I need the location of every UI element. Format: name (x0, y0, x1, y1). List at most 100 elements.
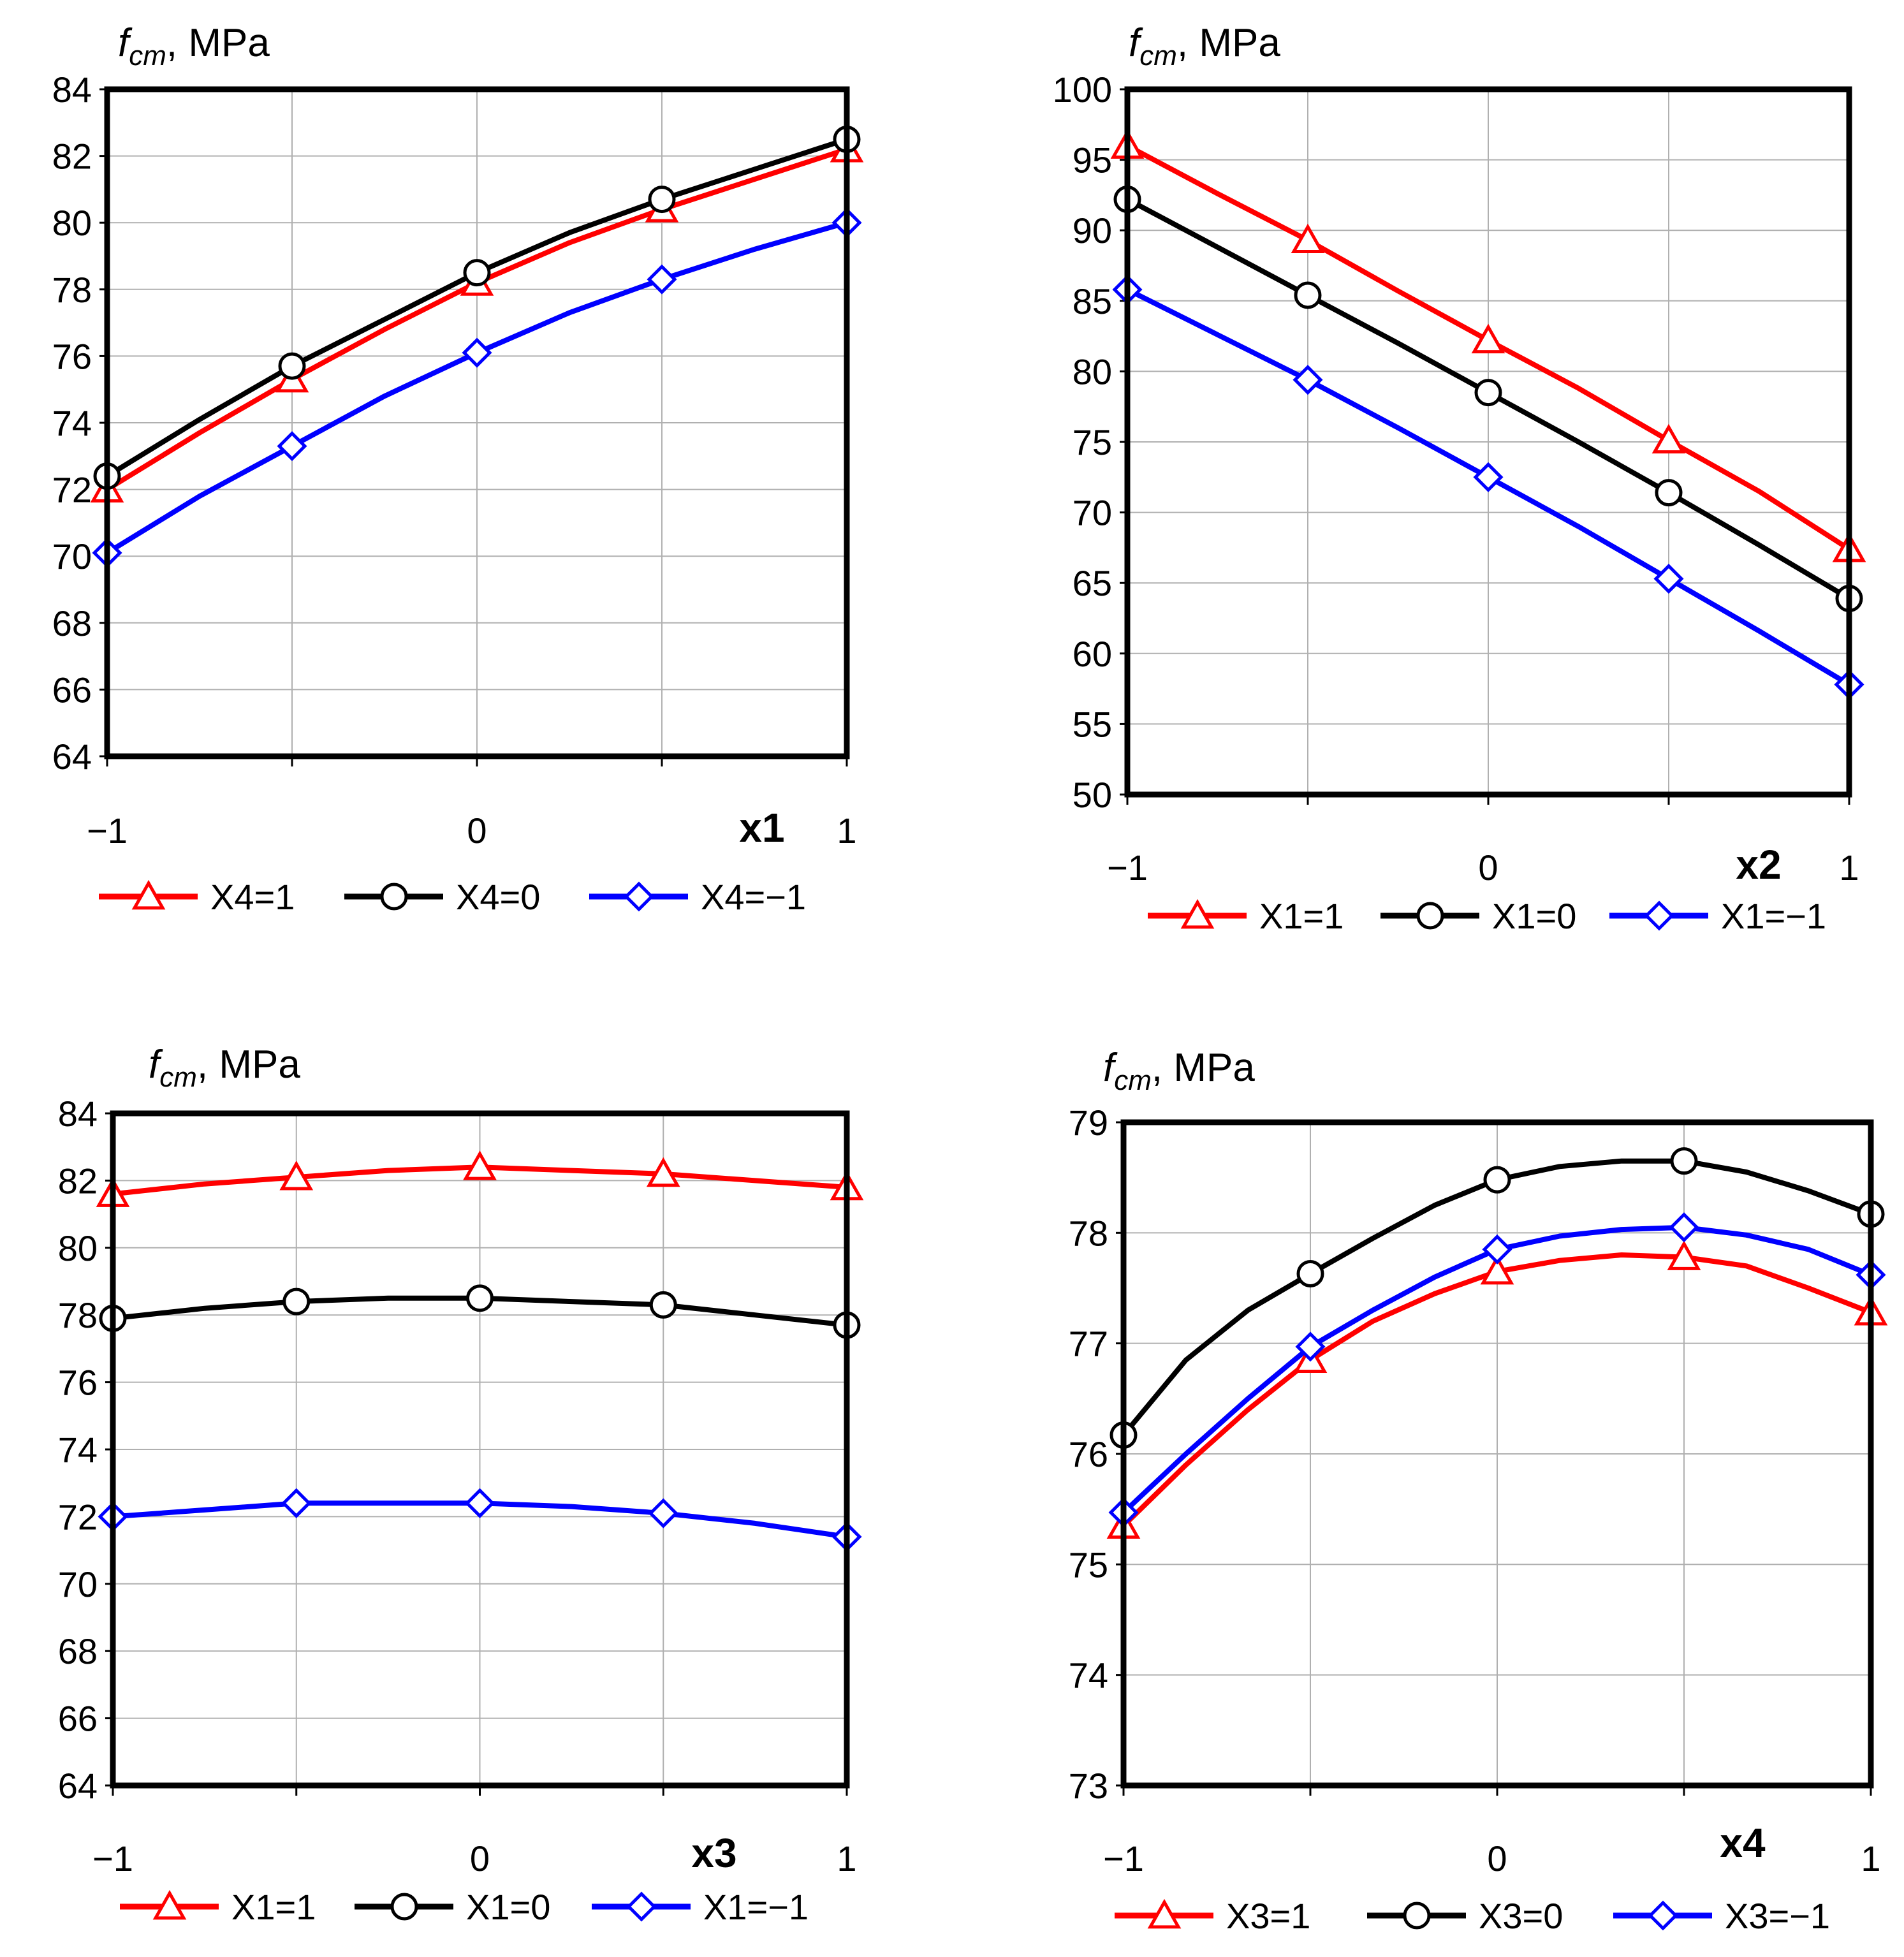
chart-x3-legend-diamond-marker (626, 1891, 657, 1922)
chart-x2-ytick-label: 100 (1053, 70, 1112, 110)
chart-x1-ytick-label: 72 (52, 470, 92, 510)
chart-x2-legend-label: X1=−1 (1721, 896, 1826, 936)
chart-x2-x-axis-label: x2 (1736, 842, 1781, 888)
chart-x2-circle-marker (1294, 281, 1322, 309)
chart-x2-ytick-label: 95 (1073, 140, 1112, 180)
chart-x2-ytick-label: 55 (1073, 704, 1112, 744)
chart-x4-legend-label: X3=1 (1226, 1896, 1310, 1936)
chart-x3-legend-triangle-marker (152, 1889, 187, 1920)
chart-x4-ytick-label: 73 (1069, 1766, 1108, 1806)
chart-x1-diamond-marker (462, 337, 492, 368)
chart-x3-ytick-label: 78 (58, 1295, 98, 1335)
chart-x3: 64 66 68 70 72 74 76 78 80 82 84 −1 0 1 x3 fcm, MPa X1=1… (58, 1043, 864, 1927)
chart-x1-circle-marker (278, 352, 306, 380)
chart-x3-ytick-label: 66 (58, 1699, 98, 1739)
chart-x2-y-axis-label: fcm, MPa (1129, 21, 1280, 71)
chart-x3-triangle-marker (463, 1150, 497, 1180)
chart-x2-ytick-label: 90 (1073, 210, 1112, 251)
chart-x3-triangle-marker (279, 1161, 314, 1191)
chart-x4-diamond-marker (1669, 1212, 1699, 1243)
chart-x4-circle-marker (1670, 1147, 1698, 1175)
chart-x1-ytick-label: 68 (52, 603, 92, 643)
chart-x3-circle-marker (649, 1291, 677, 1319)
chart-x1-circle-marker (463, 259, 491, 287)
chart-x1-y-axis-label: fcm, MPa (118, 21, 270, 71)
chart-x2-plot-frame (1124, 86, 1852, 798)
chart-x4-xtick-label: 1 (1861, 1838, 1880, 1879)
chart-x3-xtick-label: 1 (837, 1838, 856, 1879)
chart-x4-legend-triangle-marker (1147, 1898, 1182, 1929)
chart-x2-legend-circle-marker (1416, 902, 1444, 930)
chart-x1-ytick-label: 84 (52, 70, 92, 110)
chart-x4-diamond-marker (1482, 1234, 1512, 1264)
chart-x4-ytick-label: 77 (1069, 1324, 1108, 1364)
chart-x4-xtick-label: −1 (1103, 1838, 1144, 1879)
chart-x3-diamond-marker (281, 1488, 312, 1518)
chart-x1-x-axis-label: x1 (739, 805, 784, 851)
chart-x4-circle-marker (1483, 1166, 1511, 1194)
chart-x4-diamond-marker (1295, 1331, 1326, 1362)
chart-x2-ytick-label: 75 (1073, 422, 1112, 462)
chart-x1-ytick-label: 70 (52, 536, 92, 576)
chart-x2-ytick-label: 50 (1073, 775, 1112, 815)
chart-x3-ytick-label: 80 (58, 1228, 98, 1268)
chart-x3-ytick-label: 64 (58, 1766, 98, 1806)
chart-x1-diamond-marker (277, 431, 307, 462)
chart-x2-xtick-label: 1 (1839, 847, 1859, 888)
chart-x3-legend-circle-marker (390, 1893, 418, 1921)
chart-x4-ytick-label: 75 (1069, 1544, 1108, 1585)
chart-x1-ytick-label: 74 (52, 403, 92, 443)
chart-x2-ytick-label: 80 (1073, 351, 1112, 392)
chart-x4-legend-circle-marker (1403, 1902, 1431, 1930)
chart-x3-diamond-marker (648, 1498, 678, 1528)
chart-x1-legend-diamond-marker (624, 881, 654, 912)
chart-x2-diamond-marker (1293, 365, 1323, 395)
chart-x1-ytick-label: 66 (52, 670, 92, 710)
chart-x4-legend-label: X3=−1 (1725, 1896, 1830, 1936)
chart-x2-triangle-marker (1291, 223, 1325, 254)
chart-x3-legend-label: X1=0 (466, 1887, 550, 1927)
chart-x1-legend-label: X4=1 (210, 877, 295, 917)
chart-x3-ytick-label: 82 (58, 1161, 98, 1201)
chart-x2-ytick-label: 85 (1073, 281, 1112, 321)
chart-x1-legend-label: X4=−1 (701, 877, 806, 917)
chart-x1-legend-triangle-marker (131, 879, 166, 910)
chart-x1-ytick-label: 78 (52, 270, 92, 310)
chart-x2-xtick-label: −1 (1107, 847, 1148, 888)
chart-x2-legend-triangle-marker (1180, 898, 1215, 929)
chart-x4-ytick-label: 79 (1069, 1103, 1108, 1143)
chart-x4-x-axis-label: x4 (1720, 1820, 1766, 1866)
chart-x1-ytick-label: 64 (52, 737, 92, 777)
chart-x3-legend-label: X1=−1 (703, 1887, 809, 1927)
chart-x2-ytick-label: 70 (1073, 493, 1112, 533)
chart-x2-triangle-marker (1471, 323, 1505, 354)
chart-x1-diamond-marker (647, 264, 677, 295)
chart-x4: 73 74 75 76 77 78 79 −1 0 1 x4 fcm, MPa X3=1 X3=0 X3=−… (1069, 1046, 1888, 1936)
chart-x2-legend-label: X1=1 (1259, 896, 1344, 936)
chart-x4-ytick-label: 76 (1069, 1434, 1108, 1474)
chart-x3-ytick-label: 84 (58, 1094, 98, 1134)
chart-x4-legend-label: X3=0 (1479, 1896, 1563, 1936)
chart-x4-ytick-label: 78 (1069, 1213, 1108, 1253)
chart-x3-ytick-label: 68 (58, 1631, 98, 1671)
chart-x3-plot-frame (110, 1110, 850, 1789)
chart-x2-xtick-label: 0 (1478, 847, 1498, 888)
chart-x1: 64 66 68 70 72 74 76 78 80 82 84 −1 0 1 x1 fcm, MPa X4=1… (52, 21, 864, 917)
chart-x4-xtick-label: 0 (1487, 1838, 1507, 1879)
chart-x4-plot-frame (1120, 1119, 1874, 1789)
chart-x2-diamond-marker (1473, 462, 1504, 492)
chart-x3-legend-label: X1=1 (231, 1887, 316, 1927)
chart-x1-xtick-label: 0 (467, 810, 487, 851)
chart-x3-ytick-label: 72 (58, 1497, 98, 1537)
chart-x1-plot-frame (104, 86, 850, 759)
chart-x3-x-axis-label: x3 (691, 1830, 736, 1876)
chart-x4-ytick-label: 74 (1069, 1655, 1108, 1696)
chart-x1-ytick-label: 76 (52, 336, 92, 376)
chart-x4-circle-marker (1296, 1259, 1324, 1287)
chart-x3-ytick-label: 70 (58, 1564, 98, 1604)
chart-x2-legend-diamond-marker (1644, 900, 1674, 931)
chart-x2-circle-marker (1474, 379, 1502, 407)
chart-x2-ytick-label: 65 (1073, 563, 1112, 603)
chart-x3-ytick-label: 74 (58, 1430, 98, 1470)
